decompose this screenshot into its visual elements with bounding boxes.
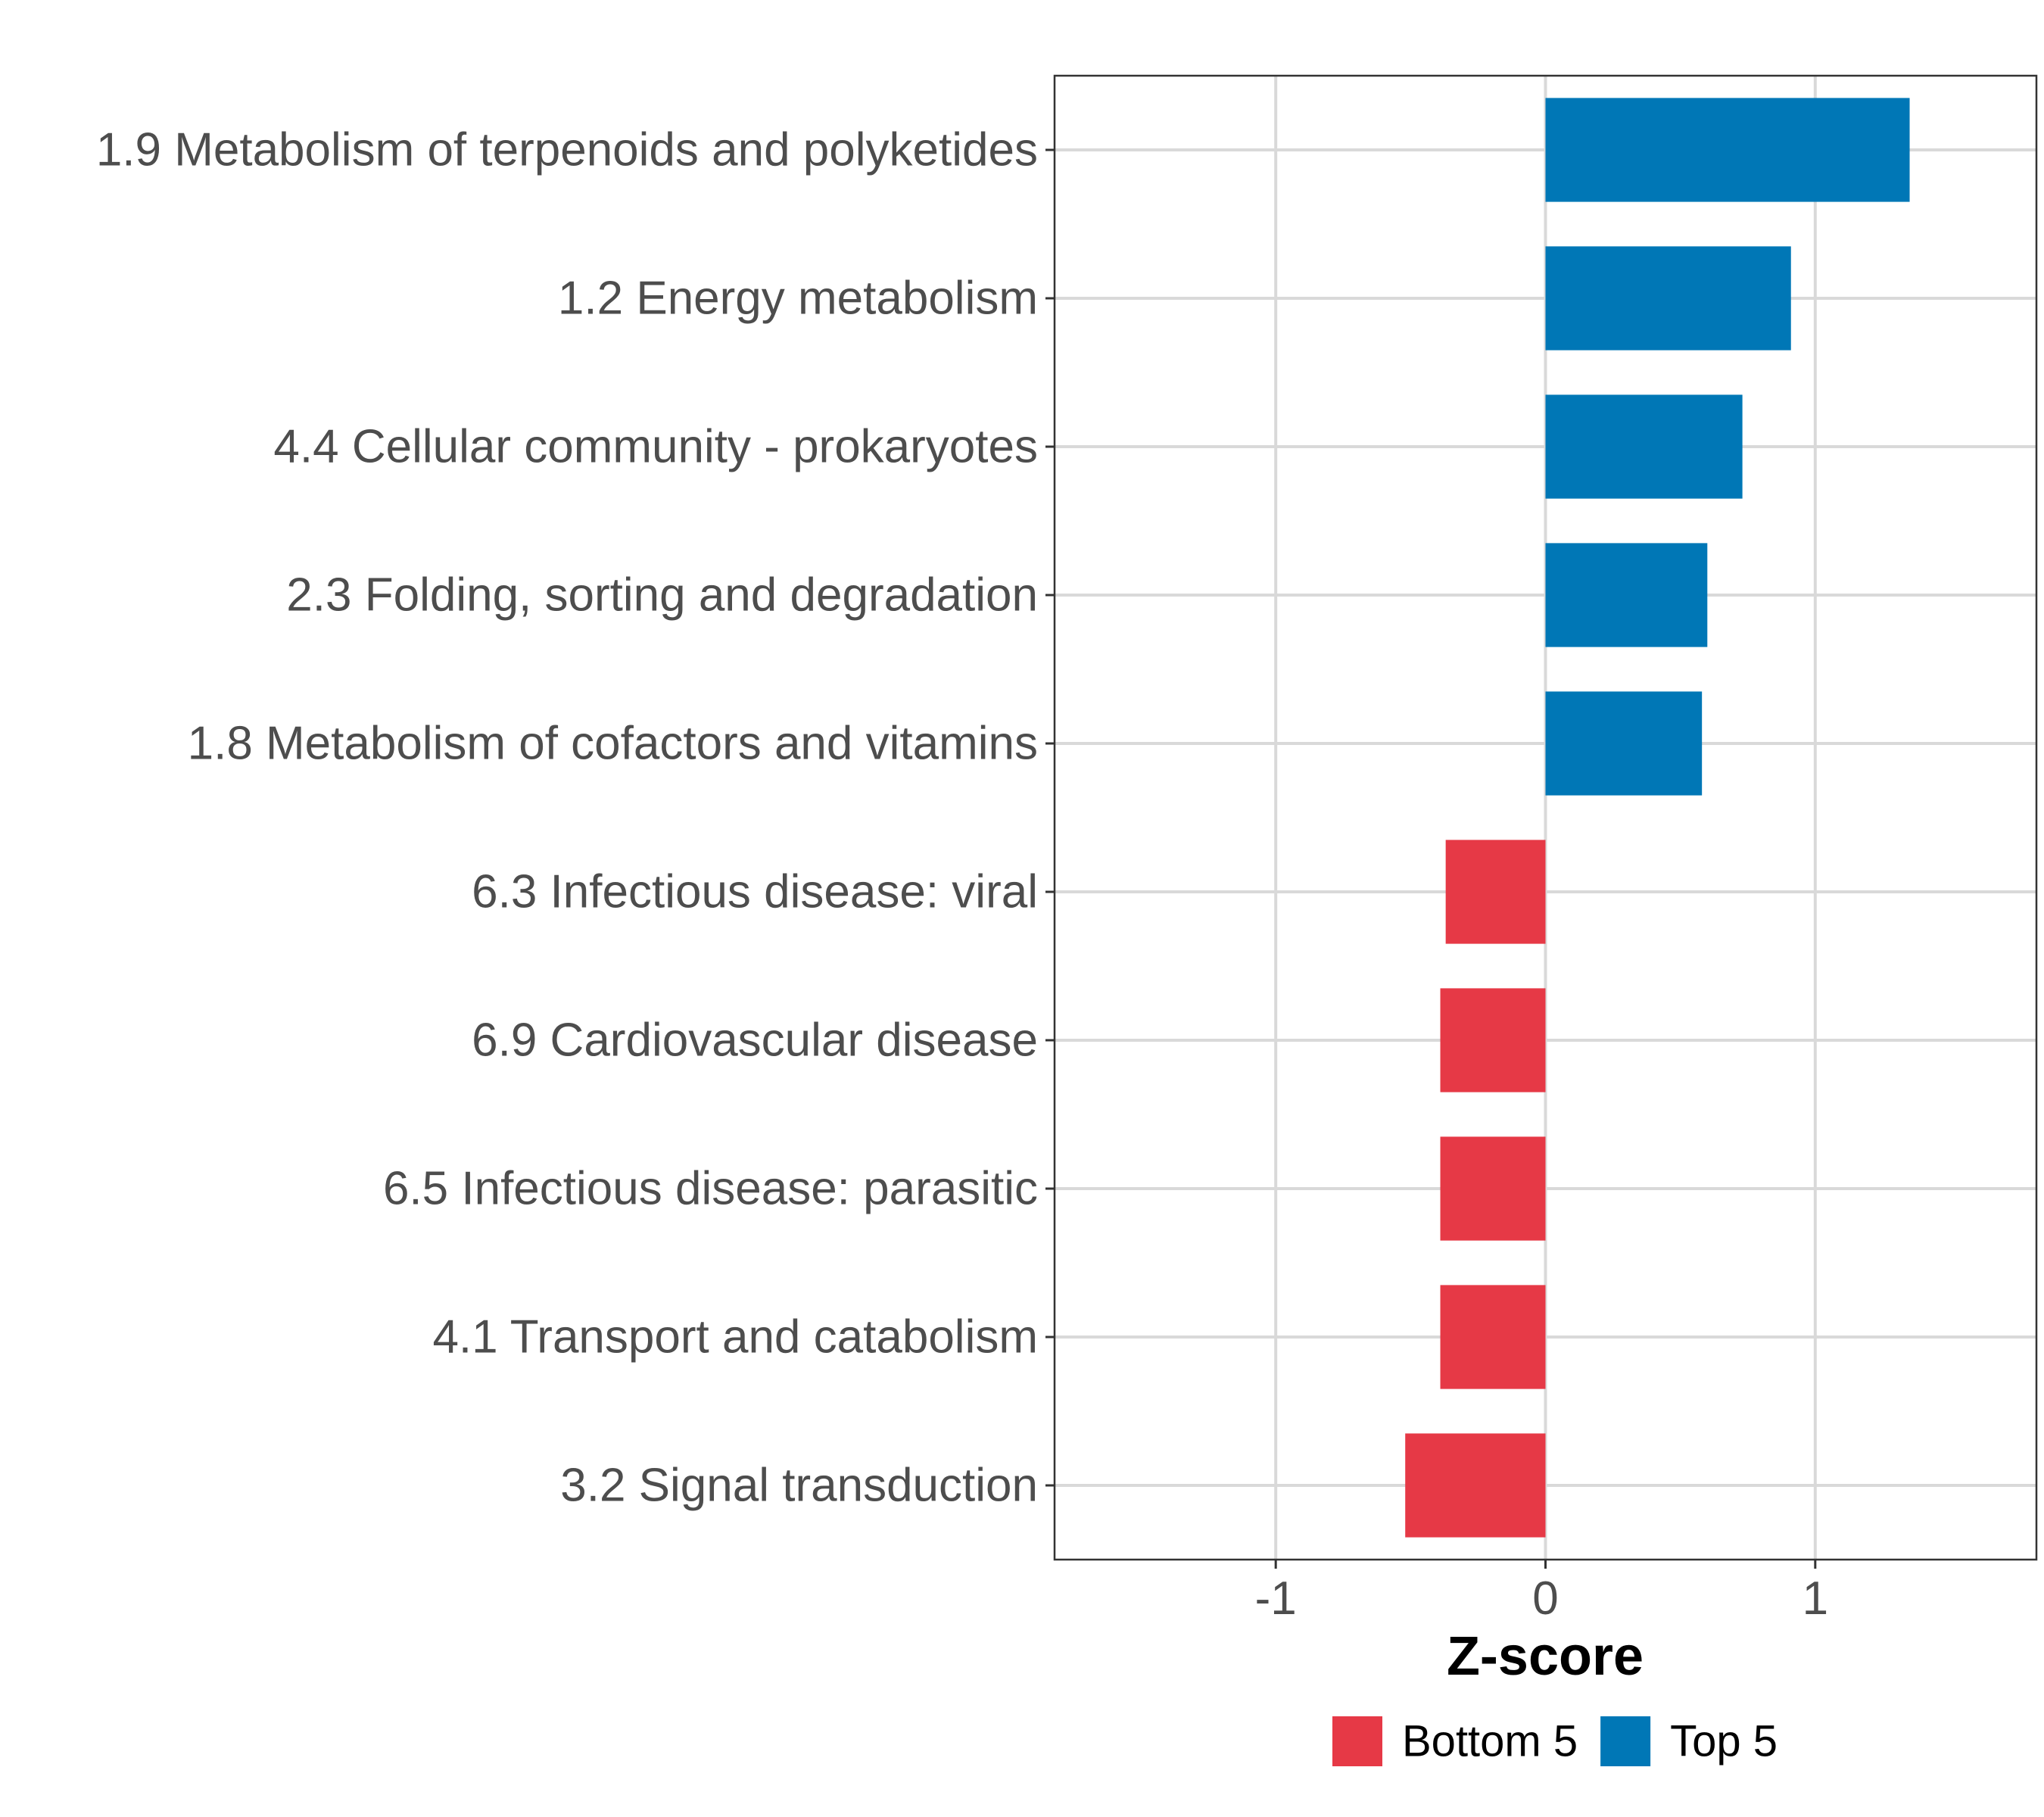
legend-swatch [1600, 1716, 1651, 1766]
legend: Bottom 5 Top 5 [1332, 1716, 1778, 1766]
bar [1440, 1136, 1546, 1241]
bar [1440, 988, 1546, 1092]
y-tick-label: 1.8 Metabolism of cofactors and vitamins [188, 718, 1038, 770]
bar-layer [1405, 98, 1910, 1538]
legend-label: Bottom 5 [1402, 1717, 1578, 1766]
x-tick-label: -1 [1255, 1572, 1297, 1625]
bar [1545, 691, 1703, 796]
bar [1405, 1433, 1546, 1538]
bar [1440, 1285, 1546, 1389]
bar [1545, 394, 1743, 499]
y-tick-label: 4.4 Cellular community - prokaryotes [273, 421, 1038, 473]
bar [1545, 246, 1791, 351]
bar [1545, 543, 1708, 647]
x-tick-label: 0 [1532, 1572, 1558, 1625]
bar [1545, 98, 1910, 202]
x-axis: -1 0 1 [1255, 1560, 1828, 1625]
y-tick-label: 6.3 Infectious disease: viral [472, 866, 1038, 918]
x-axis-title: Z-score [1447, 1626, 1644, 1687]
y-tick-label: 2.3 Folding, sorting and degradation [286, 569, 1038, 622]
x-tick-label: 1 [1803, 1572, 1828, 1625]
legend-label: Top 5 [1670, 1717, 1778, 1766]
y-tick-label: 3.2 Signal transduction [560, 1460, 1038, 1512]
bar [1445, 840, 1546, 944]
y-tick-label: 4.1 Transport and catabolism [432, 1311, 1038, 1364]
y-tick-label: 1.2 Energy metabolism [558, 273, 1038, 325]
y-tick-label: 6.9 Cardiovascular disease [472, 1014, 1038, 1067]
y-tick-label: 6.5 Infectious disease: parasitic [383, 1163, 1038, 1215]
y-tick-label: 1.9 Metabolism of terpenoids and polyket… [96, 124, 1038, 176]
legend-swatch [1332, 1716, 1382, 1766]
y-axis: 1.9 Metabolism of terpenoids and polyket… [96, 124, 1055, 1512]
